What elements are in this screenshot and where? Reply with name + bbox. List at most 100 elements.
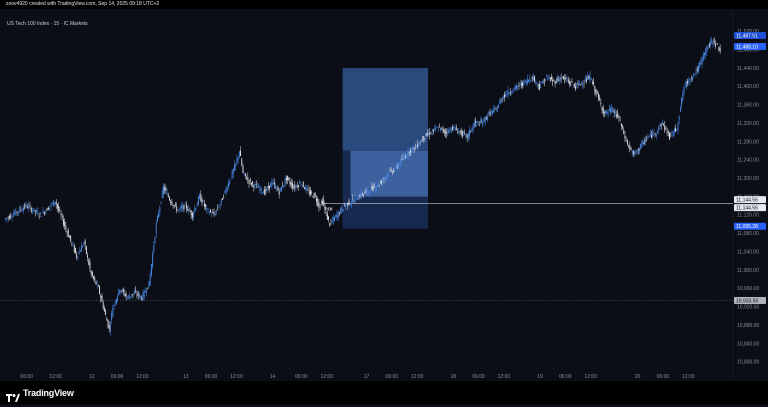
candle-body bbox=[112, 307, 114, 318]
candle-body bbox=[185, 204, 187, 209]
candle-body bbox=[21, 209, 23, 212]
candle-body bbox=[94, 277, 96, 281]
candle-body bbox=[352, 198, 354, 200]
candle-body bbox=[708, 44, 710, 47]
candle-body bbox=[563, 76, 564, 79]
price-chart[interactable]: 11,520.0011,480.0011,440.0011,400.0011,3… bbox=[0, 9, 768, 381]
candle-body bbox=[155, 222, 157, 235]
candle-body bbox=[273, 182, 275, 185]
candle-body bbox=[149, 273, 151, 286]
candle-body bbox=[269, 185, 270, 189]
candle-body bbox=[434, 128, 436, 129]
candle-body bbox=[469, 129, 470, 137]
candle-body bbox=[669, 133, 671, 140]
candle-body bbox=[541, 81, 543, 83]
candle-body bbox=[360, 192, 362, 198]
candle-body bbox=[478, 124, 480, 126]
y-tick-label: 10,880.00 bbox=[737, 323, 759, 329]
candle-body bbox=[56, 204, 58, 208]
candle-body bbox=[476, 121, 478, 124]
candle-body bbox=[295, 185, 297, 188]
candle-body bbox=[449, 128, 451, 131]
candle-body bbox=[399, 164, 401, 165]
candle-body bbox=[146, 291, 148, 293]
tradingview-brand-text: TradingView bbox=[23, 388, 74, 398]
candle-body bbox=[576, 83, 578, 85]
candle-body bbox=[369, 192, 370, 194]
candle-body bbox=[585, 79, 587, 82]
candle-body bbox=[482, 122, 484, 126]
candle-body bbox=[90, 270, 92, 275]
candle-body bbox=[302, 181, 304, 188]
candle-body bbox=[447, 129, 449, 134]
candle-body bbox=[546, 75, 548, 77]
candle-body bbox=[511, 92, 513, 94]
candle-body bbox=[278, 190, 280, 195]
candle-body bbox=[265, 189, 267, 192]
y-tick-label: 11,240.00 bbox=[737, 158, 759, 164]
candle-body bbox=[275, 186, 276, 189]
candle-body bbox=[472, 124, 474, 130]
candle-body bbox=[316, 198, 317, 202]
candle-body bbox=[117, 295, 119, 301]
candle-body bbox=[313, 192, 315, 198]
x-tick-label: 12 bbox=[89, 374, 95, 380]
symbol-title: US Tech 100 Index · 15 · IC Markets bbox=[7, 21, 88, 27]
y-tick-label: 10,920.00 bbox=[737, 305, 759, 311]
candle-body bbox=[616, 114, 617, 117]
candle-body bbox=[520, 83, 522, 86]
tradingview-logo[interactable]: TradingView bbox=[6, 388, 74, 402]
candle-body bbox=[222, 198, 223, 200]
candle-body bbox=[706, 46, 708, 52]
candle-body bbox=[263, 192, 264, 194]
candle-body bbox=[497, 104, 499, 109]
y-tick-label: 11,360.00 bbox=[737, 103, 759, 109]
y-tick-label: 10,960.00 bbox=[737, 286, 759, 292]
candle-body bbox=[525, 81, 527, 85]
candle-body bbox=[264, 189, 266, 195]
candle-body bbox=[359, 196, 361, 198]
candle-body bbox=[195, 207, 197, 210]
candle-body bbox=[551, 76, 552, 80]
candle-body bbox=[516, 85, 517, 89]
candle-body bbox=[604, 112, 605, 114]
candle-body bbox=[524, 80, 526, 82]
candle-body bbox=[452, 126, 454, 131]
candle-body bbox=[32, 210, 34, 212]
candle-body bbox=[475, 120, 477, 123]
candle-body bbox=[43, 212, 45, 214]
candle-body bbox=[6, 217, 8, 220]
candle-body bbox=[66, 231, 68, 233]
candle-body bbox=[78, 251, 80, 255]
candle-body bbox=[279, 188, 281, 190]
candle-body bbox=[628, 145, 630, 146]
candle-body bbox=[442, 128, 444, 132]
candle-body bbox=[216, 210, 217, 212]
candle-body bbox=[65, 225, 67, 230]
candle-body bbox=[170, 200, 172, 204]
candle-body bbox=[196, 203, 198, 207]
candle-body bbox=[687, 81, 689, 84]
candle-body bbox=[693, 73, 695, 75]
candle-body bbox=[289, 181, 291, 185]
candle-body bbox=[270, 182, 272, 188]
candle-body bbox=[601, 106, 603, 111]
x-tick-label: 06:00 bbox=[205, 374, 218, 380]
candle-body bbox=[536, 82, 538, 84]
price-axis-panel bbox=[733, 9, 768, 381]
candle-body bbox=[428, 133, 430, 135]
candle-body bbox=[96, 283, 98, 285]
footer-bar: TradingView bbox=[0, 381, 768, 404]
x-tick-label: 06:00 bbox=[295, 374, 308, 380]
candle-body bbox=[271, 181, 273, 187]
candle-body bbox=[678, 116, 680, 121]
candle-body bbox=[107, 319, 109, 328]
candle-body bbox=[322, 201, 323, 204]
candle-body bbox=[253, 185, 255, 188]
candle-body bbox=[101, 295, 103, 302]
candle-body bbox=[705, 48, 707, 55]
candle-body bbox=[347, 203, 349, 206]
candle-body bbox=[49, 206, 51, 208]
candle-body bbox=[99, 286, 101, 294]
chart-area[interactable]: US Tech 100 Index · 15 · IC Markets 11,5… bbox=[0, 9, 768, 381]
